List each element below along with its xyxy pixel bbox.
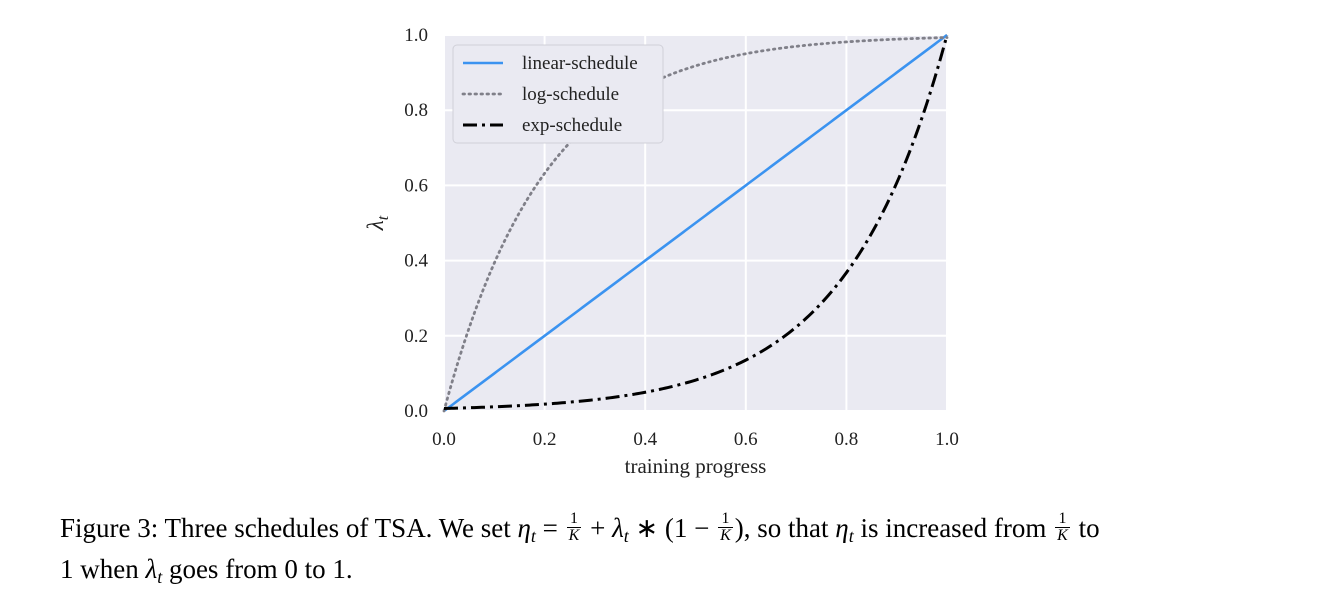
y-axis-label-main: λ xyxy=(363,220,388,231)
x-tick-label-2: 0.4 xyxy=(633,429,657,450)
fraction-numerator: 1 xyxy=(566,511,582,529)
series-line-log-schedule xyxy=(442,36,949,413)
fraction-numerator: 1 xyxy=(1055,511,1070,529)
legend: linear-schedule log-schedule exp-schedule xyxy=(452,44,664,144)
y-tick-label-3: 0.6 xyxy=(404,175,428,196)
y-tick-label-1: 0.2 xyxy=(404,326,428,347)
caption-to-text: to xyxy=(1078,513,1100,543)
fraction-denominator: K xyxy=(1057,527,1068,545)
caption-increased-text: is increased from xyxy=(860,513,1047,543)
y-tick-label-0: 0.0 xyxy=(404,401,428,422)
plus-sign: + xyxy=(590,513,606,543)
eta-subscript-2: t xyxy=(848,526,854,546)
times-expression: ∗ (1 − xyxy=(635,513,710,543)
series-line-exp-schedule xyxy=(443,34,949,410)
x-tick-label-4: 0.8 xyxy=(835,429,859,450)
equals-sign: = xyxy=(542,513,558,543)
legend-label-linear-schedule: linear-schedule xyxy=(522,53,638,74)
y-tick-label-2: 0.4 xyxy=(404,251,428,272)
fraction-denominator: K xyxy=(568,527,580,545)
lambda-symbol-2: λ xyxy=(145,554,158,584)
legend-box xyxy=(452,44,664,144)
y-tick-label-4: 0.8 xyxy=(404,100,428,121)
caption-prefix: Figure 3: Three schedules of TSA. We set xyxy=(60,513,511,543)
lambda-subscript-2: t xyxy=(157,567,163,587)
x-axis-label: training progress xyxy=(625,454,767,478)
y-axis-label-sub: t xyxy=(375,215,392,220)
series-layer xyxy=(442,33,949,413)
series-line-linear-schedule xyxy=(443,33,948,413)
svg-text:λt: λt xyxy=(363,215,392,231)
x-tick-label-1: 0.2 xyxy=(533,429,557,450)
fraction-denominator: K xyxy=(720,527,731,545)
legend-label-exp-schedule: exp-schedule xyxy=(522,115,622,136)
caption-line-2: 1 when λt goes from 0 to 1. xyxy=(60,553,1290,594)
y-axis-label: λt xyxy=(363,215,392,231)
caption-line2-start: 1 when xyxy=(60,554,139,584)
eta-symbol: η xyxy=(517,513,531,543)
legend-label-log-schedule: log-schedule xyxy=(522,84,619,105)
close-paren: ), xyxy=(734,513,751,543)
y-tick-label-5: 1.0 xyxy=(404,25,428,46)
x-tick-label-5: 1.0 xyxy=(935,429,959,450)
eta-symbol-2: η xyxy=(835,513,849,543)
caption-line2-end: goes from 0 to 1. xyxy=(168,554,353,584)
caption-line-1: Figure 3: Three schedules of TSA. We set… xyxy=(60,511,1290,553)
chart: 0.0 0.2 0.4 0.6 0.8 1.0 0.0 0.2 0.4 0.6 0.8 1.0 tr… xyxy=(363,25,959,478)
x-tick-label-0: 0.0 xyxy=(432,429,456,450)
x-tick-label-3: 0.6 xyxy=(734,429,758,450)
figure-caption: Figure 3: Three schedules of TSA. We set… xyxy=(60,511,1290,594)
y-tick-labels: 0.0 0.2 0.4 0.6 0.8 1.0 xyxy=(404,25,428,422)
fraction-numerator: 1 xyxy=(718,511,733,529)
lambda-subscript: t xyxy=(623,526,629,546)
x-tick-labels: 0.0 0.2 0.4 0.6 0.8 1.0 xyxy=(432,429,959,450)
eta-subscript: t xyxy=(530,526,536,546)
lambda-symbol: λ xyxy=(612,513,624,543)
caption-middle-text: so that xyxy=(757,513,829,543)
